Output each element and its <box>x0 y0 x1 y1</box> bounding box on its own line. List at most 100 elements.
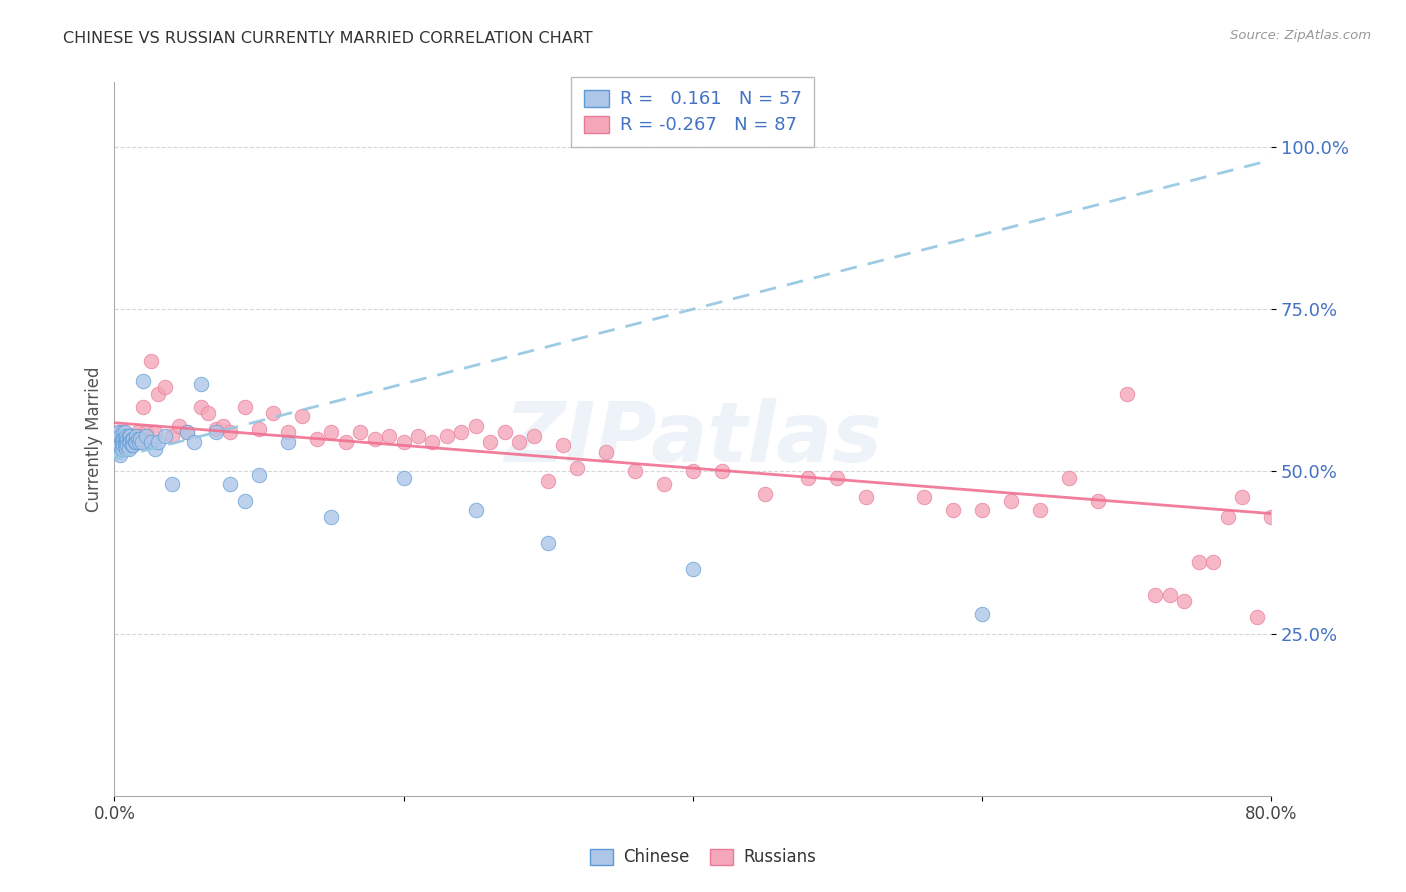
Point <box>291 409 314 424</box>
Point <box>436 428 458 442</box>
Point <box>125 428 148 442</box>
Point <box>127 432 149 446</box>
Point <box>682 562 704 576</box>
Point <box>111 432 134 446</box>
Point <box>827 471 849 485</box>
Point <box>624 464 647 478</box>
Point <box>118 428 141 442</box>
Point <box>1246 610 1268 624</box>
Point <box>112 425 135 440</box>
Point <box>117 435 139 450</box>
Point <box>537 474 560 488</box>
Point <box>135 425 157 440</box>
Point <box>1405 747 1406 761</box>
Text: ZIPatlas: ZIPatlas <box>503 399 882 480</box>
Point <box>120 438 142 452</box>
Point <box>1029 503 1052 517</box>
Point <box>1289 659 1312 673</box>
Point <box>122 432 145 446</box>
Point <box>970 503 993 517</box>
Text: Source: ZipAtlas.com: Source: ZipAtlas.com <box>1230 29 1371 42</box>
Point <box>1331 688 1354 702</box>
Point <box>118 435 141 450</box>
Point <box>108 448 131 462</box>
Point <box>378 428 401 442</box>
Point <box>176 425 198 440</box>
Point <box>131 435 153 450</box>
Point <box>121 432 143 446</box>
Point <box>321 425 343 440</box>
Point <box>108 438 131 452</box>
Point <box>112 438 135 452</box>
Point <box>190 376 212 391</box>
Point <box>321 509 343 524</box>
Point <box>146 386 169 401</box>
Point <box>176 425 198 440</box>
Point <box>129 432 152 446</box>
Point <box>114 428 136 442</box>
Point <box>108 428 131 442</box>
Point <box>120 435 142 450</box>
Point <box>1274 727 1296 741</box>
Point <box>464 419 486 434</box>
Point <box>479 435 502 450</box>
Point <box>1188 555 1211 569</box>
Point <box>111 435 134 450</box>
Point <box>190 400 212 414</box>
Point <box>197 406 219 420</box>
Point <box>132 374 155 388</box>
Legend: Chinese, Russians: Chinese, Russians <box>582 840 824 875</box>
Point <box>204 425 226 440</box>
Point <box>233 493 256 508</box>
Point <box>121 438 143 452</box>
Point <box>1361 714 1384 728</box>
Point <box>139 435 162 450</box>
Point <box>120 428 142 442</box>
Point <box>135 428 157 442</box>
Point <box>115 428 138 442</box>
Point <box>117 432 139 446</box>
Point <box>710 464 733 478</box>
Point <box>1144 588 1167 602</box>
Point <box>450 425 472 440</box>
Point <box>105 442 128 456</box>
Point <box>1000 493 1022 508</box>
Point <box>942 503 965 517</box>
Point <box>107 445 129 459</box>
Point <box>392 471 415 485</box>
Point <box>204 422 226 436</box>
Point <box>129 428 152 442</box>
Point <box>169 419 191 434</box>
Point <box>114 425 136 440</box>
Point <box>125 435 148 450</box>
Point <box>111 428 134 442</box>
Legend: R =   0.161   N = 57, R = -0.267   N = 87: R = 0.161 N = 57, R = -0.267 N = 87 <box>571 77 814 147</box>
Point <box>107 425 129 440</box>
Point <box>118 442 141 456</box>
Point <box>392 435 415 450</box>
Point <box>523 428 546 442</box>
Point <box>1260 509 1282 524</box>
Point <box>124 435 146 450</box>
Text: CHINESE VS RUSSIAN CURRENTLY MARRIED CORRELATION CHART: CHINESE VS RUSSIAN CURRENTLY MARRIED COR… <box>63 31 593 46</box>
Point <box>183 435 205 450</box>
Point <box>1159 588 1181 602</box>
Point <box>494 425 516 440</box>
Point <box>118 428 141 442</box>
Point <box>143 442 166 456</box>
Point <box>162 428 184 442</box>
Point <box>1202 555 1225 569</box>
Point <box>1173 594 1195 608</box>
Point <box>1216 509 1239 524</box>
Point <box>595 445 617 459</box>
Point <box>754 487 776 501</box>
Point <box>114 438 136 452</box>
Point <box>132 400 155 414</box>
Point <box>797 471 820 485</box>
Point <box>970 607 993 621</box>
Point <box>131 435 153 450</box>
Point <box>115 442 138 456</box>
Point <box>125 435 148 450</box>
Point <box>247 467 270 482</box>
Point <box>127 425 149 440</box>
